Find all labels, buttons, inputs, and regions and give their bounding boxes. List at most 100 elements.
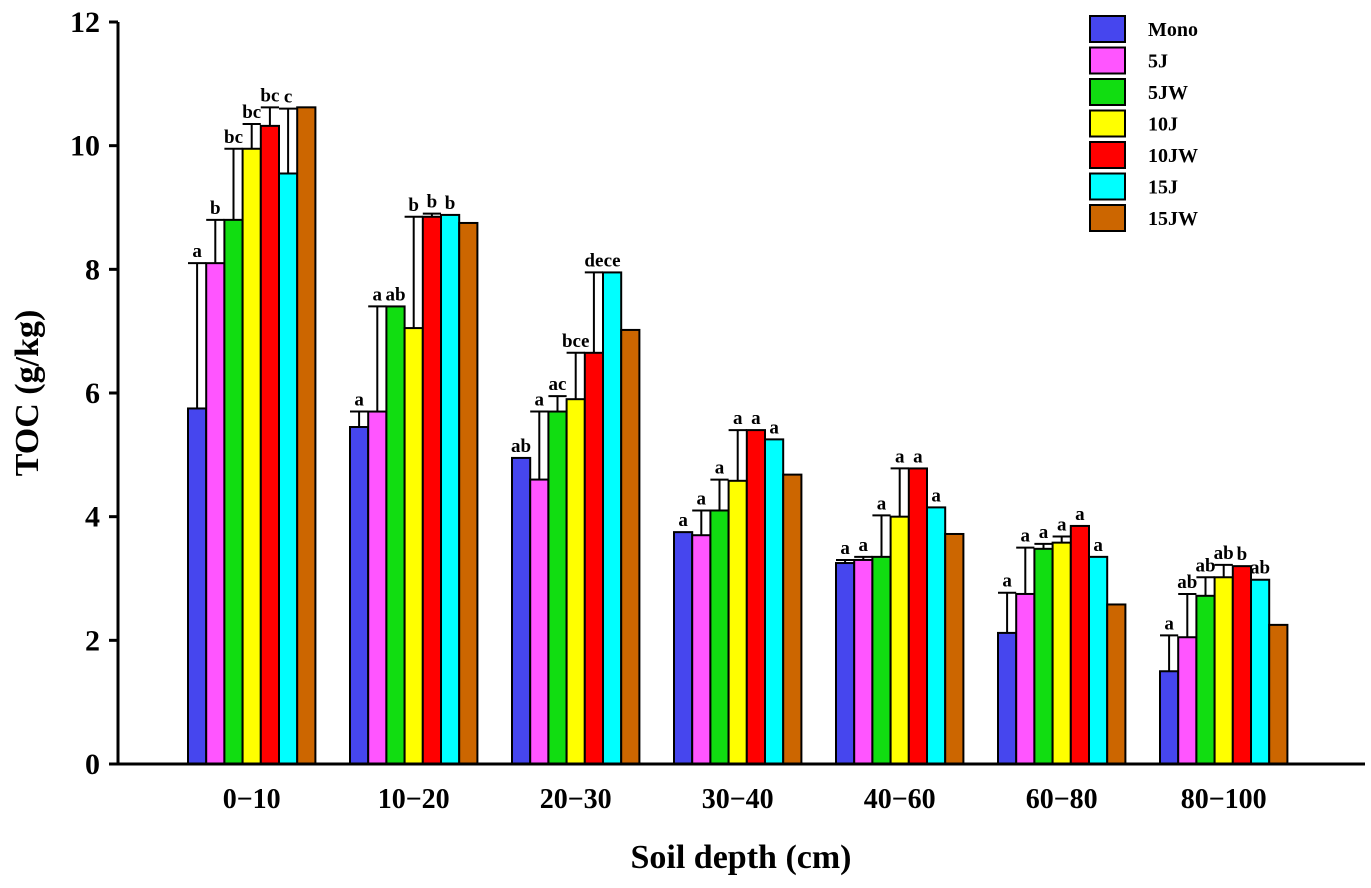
bar-10jw-4	[745, 429, 766, 765]
significance-label: bc	[242, 102, 261, 123]
legend-label-mono: Mono	[1148, 19, 1198, 41]
significance-label: a	[535, 390, 545, 411]
bar-mono-6	[997, 631, 1018, 765]
significance-label: a	[859, 535, 869, 556]
significance-label: b	[1237, 544, 1248, 565]
significance-label: a	[354, 390, 364, 411]
y-tick-label: 12	[70, 6, 100, 39]
bar-15jw-4	[782, 473, 803, 765]
bar-5j-1	[205, 262, 226, 765]
legend-swatch-10jw	[1089, 141, 1126, 169]
bar-5jw-7	[1195, 594, 1216, 766]
significance-label: b	[445, 193, 456, 214]
x-tick-label: 20−30	[540, 784, 612, 815]
axes	[116, 22, 1365, 766]
significance-label: a	[931, 485, 941, 506]
significance-label: a	[697, 488, 707, 509]
bar-5j-6	[1015, 592, 1036, 765]
legend-label-15j: 15J	[1148, 177, 1178, 199]
significance-label: ce	[604, 250, 621, 271]
legend-swatch-mono	[1089, 15, 1126, 43]
bar-15j-1	[278, 172, 299, 766]
legend-label-10jw: 10JW	[1148, 145, 1198, 167]
significance-label: de	[584, 250, 603, 271]
legend-swatch-5j	[1089, 46, 1126, 75]
y-tick-label: 10	[70, 130, 100, 163]
significance-label: ab	[385, 284, 405, 305]
significance-label: b	[427, 192, 438, 213]
bar-10j-1	[241, 147, 262, 765]
significance-label: c	[284, 87, 292, 108]
significance-label: a	[840, 538, 850, 559]
significance-label: a	[1164, 613, 1174, 634]
significance-label: ab	[1177, 572, 1197, 593]
legend-label-15jw: 15JW	[1148, 208, 1198, 230]
bar-5jw-2	[385, 305, 406, 765]
legend-label-5jw: 5JW	[1148, 82, 1188, 104]
significance-label: ab	[1250, 558, 1270, 579]
significance-label: ab	[511, 436, 531, 457]
y-tick-label: 6	[85, 377, 100, 410]
bar-mono-2	[349, 426, 370, 765]
y-tick-label: 2	[85, 624, 100, 657]
significance-label: ab	[1195, 555, 1215, 576]
bar-5j-7	[1177, 636, 1198, 765]
bar-10jw-1	[259, 124, 280, 765]
bar-mono-1	[187, 407, 208, 765]
significance-label: ab	[1214, 543, 1234, 564]
significance-label: a	[192, 241, 202, 262]
legend-label-10j: 10J	[1148, 114, 1178, 136]
bar-mono-3	[511, 456, 532, 765]
significance-label: a	[895, 446, 905, 467]
legend: Mono 5J 5JW 10J 10JW 15J 15JW	[1089, 15, 1198, 232]
bar-15jw-2	[458, 221, 479, 766]
significance-label: a	[1075, 504, 1085, 525]
bar-15j-6	[1088, 555, 1109, 765]
bar-10jw-2	[421, 215, 442, 765]
bar-10jw-6	[1069, 524, 1091, 765]
significance-label: a	[1093, 535, 1103, 556]
bar-10jw-7	[1231, 565, 1253, 766]
legend-swatch-5jw	[1089, 78, 1126, 106]
significance-label: a	[877, 493, 887, 514]
y-tick-label: 0	[85, 748, 100, 781]
bar-mono-4	[673, 531, 694, 765]
bars	[187, 106, 1289, 766]
bar-10j-3	[565, 398, 586, 765]
bar-15jw-6	[1106, 603, 1127, 765]
bar-15j-7	[1250, 578, 1271, 766]
legend-swatch-15j	[1089, 172, 1126, 201]
significance-label: ac	[549, 374, 567, 395]
bar-mono-5	[835, 562, 856, 766]
bar-10j-6	[1051, 541, 1072, 765]
bar-15jw-3	[620, 328, 641, 765]
bar-15jw-1	[296, 106, 317, 765]
significance-label: a	[769, 417, 779, 438]
bar-5j-5	[853, 558, 874, 766]
bar-15jw-7	[1268, 623, 1289, 765]
significance-label: bc	[224, 127, 243, 148]
significance-label: a	[715, 458, 725, 479]
bar-15j-3	[602, 271, 623, 765]
significance-label: a	[678, 510, 688, 531]
legend-swatch-10j	[1089, 109, 1126, 138]
bar-15j-2	[440, 213, 461, 766]
bar-5j-4	[691, 534, 712, 766]
significance-label: a	[1021, 526, 1031, 547]
x-tick-label: 80−100	[1181, 784, 1267, 815]
bar-15j-4	[764, 438, 785, 765]
bar-15jw-5	[944, 532, 965, 765]
significance-label: a	[733, 408, 743, 429]
significance-label: bc	[260, 85, 279, 106]
bar-15j-5	[926, 506, 947, 765]
bar-mono-7	[1159, 670, 1180, 765]
y-tick-label: 8	[85, 253, 100, 286]
significance-label: a	[373, 284, 383, 305]
bar-5j-2	[367, 410, 388, 765]
x-tick-label: 0−10	[223, 784, 281, 815]
y-tick-label: 4	[85, 501, 100, 534]
bar-5jw-4	[709, 509, 730, 765]
error-bars	[188, 106, 1233, 672]
significance-label: b	[210, 198, 221, 219]
